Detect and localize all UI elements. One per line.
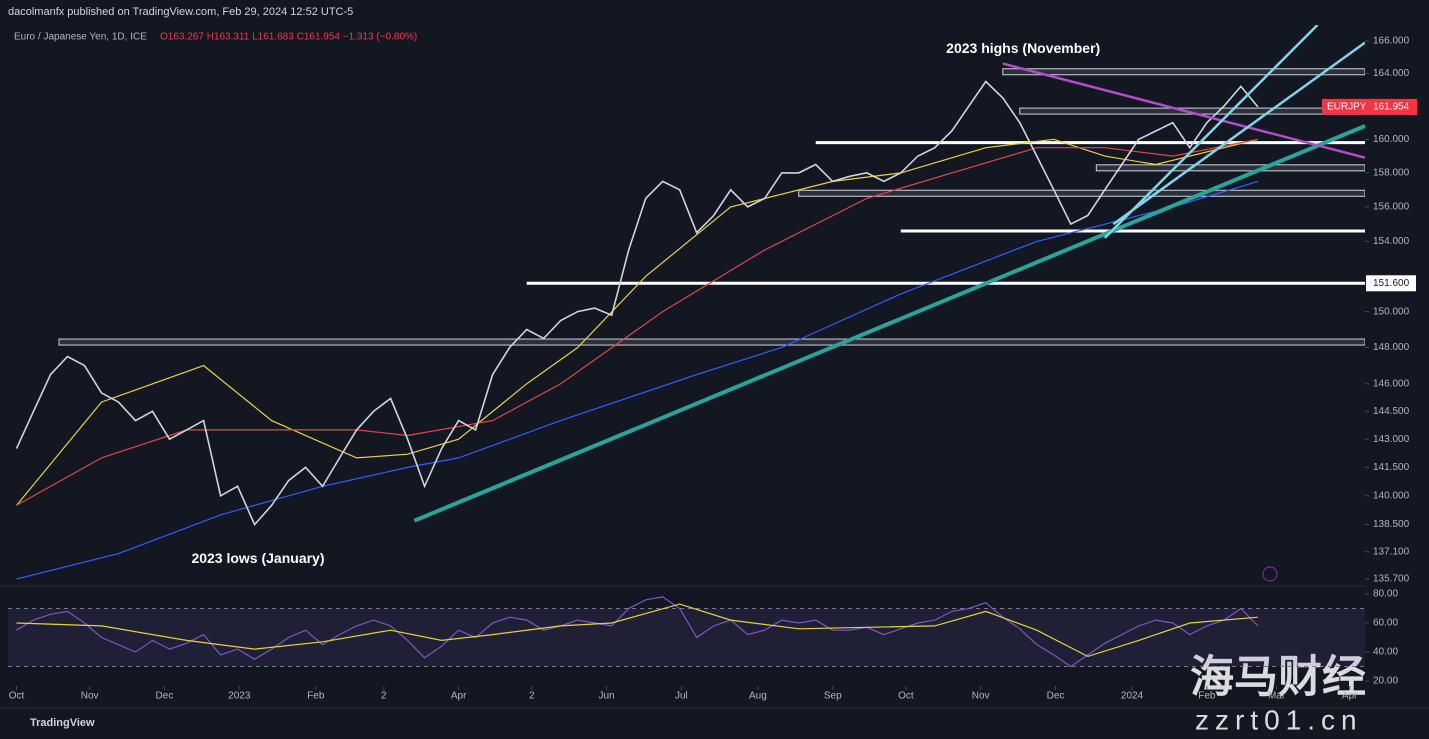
moving-average: [16, 138, 1259, 506]
y-tick-label: 154.000: [1373, 236, 1410, 247]
x-tick-label: Aug: [749, 691, 767, 702]
y-tick-label: 135.700: [1373, 574, 1410, 585]
y-tick-label: 164.000: [1373, 68, 1410, 79]
trendline: [413, 124, 1365, 523]
y-tick-label: 150.000: [1373, 306, 1410, 317]
publisher: dacolmanfx published on TradingView.com,…: [8, 6, 353, 18]
trendline: [1112, 41, 1365, 226]
moving-average: [16, 180, 1259, 580]
annotation: 2023 highs (November): [946, 40, 1100, 56]
y-tick-label: 156.000: [1373, 202, 1410, 213]
y-tick-label: 143.000: [1373, 434, 1410, 445]
brand: TradingView: [30, 717, 95, 729]
x-tick-label: Nov: [81, 691, 99, 702]
rsi-line: [16, 596, 1259, 668]
y-tick-label: 158.000: [1373, 168, 1410, 179]
x-tick-label: 2023: [228, 691, 251, 702]
y-tick-label: 140.000: [1373, 490, 1410, 501]
x-tick-label: Jun: [599, 691, 615, 702]
x-tick-label: Dec: [156, 691, 174, 702]
ohlc: O163.267 H163.311 L161.683 C161.954 −1.3…: [160, 32, 417, 43]
trendline: [1002, 62, 1365, 159]
y-tick-label: 148.000: [1373, 342, 1410, 353]
price-label: 161.954: [1373, 102, 1410, 113]
x-tick-label: 2: [529, 691, 535, 702]
symbol: Euro / Japanese Yen, 1D, ICE: [14, 32, 147, 43]
x-tick-label: Dec: [1047, 691, 1065, 702]
x-tick-label: Apr: [451, 691, 467, 702]
x-tick-label: Oct: [9, 691, 25, 702]
x-tick-label: Jul: [675, 691, 688, 702]
x-tick-label: Mar: [1268, 691, 1286, 702]
rsi-band: [8, 608, 1365, 667]
x-tick-label: Feb: [1198, 691, 1216, 702]
x-tick-label: Apr: [1342, 691, 1358, 702]
x-tick-label: Feb: [307, 691, 325, 702]
rsi-tick-label: 20.00: [1373, 676, 1398, 687]
rsi-ma: [16, 603, 1258, 658]
y-tick-label: 166.000: [1373, 36, 1410, 47]
y-tick-label: 144.500: [1373, 406, 1410, 417]
rsi-tick-label: 60.00: [1373, 618, 1398, 629]
rsi-tick-label: 40.00: [1373, 647, 1398, 658]
price-label-box: [1322, 98, 1417, 115]
x-tick-label: 2: [381, 691, 387, 702]
y-tick-label: 160.000: [1373, 134, 1410, 145]
level-box: [1002, 68, 1365, 76]
level-box: [1095, 164, 1365, 172]
level-label: 151.600: [1373, 278, 1410, 289]
y-tick-label: 141.500: [1373, 462, 1410, 473]
watermark-site: zzrt01.cn: [1195, 704, 1363, 735]
trendline: [1103, 25, 1319, 239]
level-label-box: [1366, 275, 1416, 292]
main-panel: [15, 25, 1365, 580]
x-tick-label: Sep: [824, 691, 842, 702]
x-tick-label: 2024: [1121, 691, 1144, 702]
rsi-tick-label: 80.00: [1373, 589, 1398, 600]
y-tick-label: 138.500: [1373, 519, 1410, 530]
price-line: [15, 80, 1259, 527]
level-box: [58, 338, 1365, 346]
watermark-name: 海马财经: [1190, 653, 1366, 702]
annotation: 2023 lows (January): [191, 550, 324, 566]
y-tick-label: 146.000: [1373, 378, 1410, 389]
x-tick-label: Oct: [898, 691, 914, 702]
symbol-label: EURJPY: [1327, 102, 1367, 113]
x-tick-label: Nov: [972, 691, 990, 702]
y-tick-label: 137.100: [1373, 546, 1410, 557]
level-box: [798, 189, 1365, 197]
event-icon[interactable]: [1262, 566, 1278, 582]
moving-average: [16, 138, 1259, 506]
